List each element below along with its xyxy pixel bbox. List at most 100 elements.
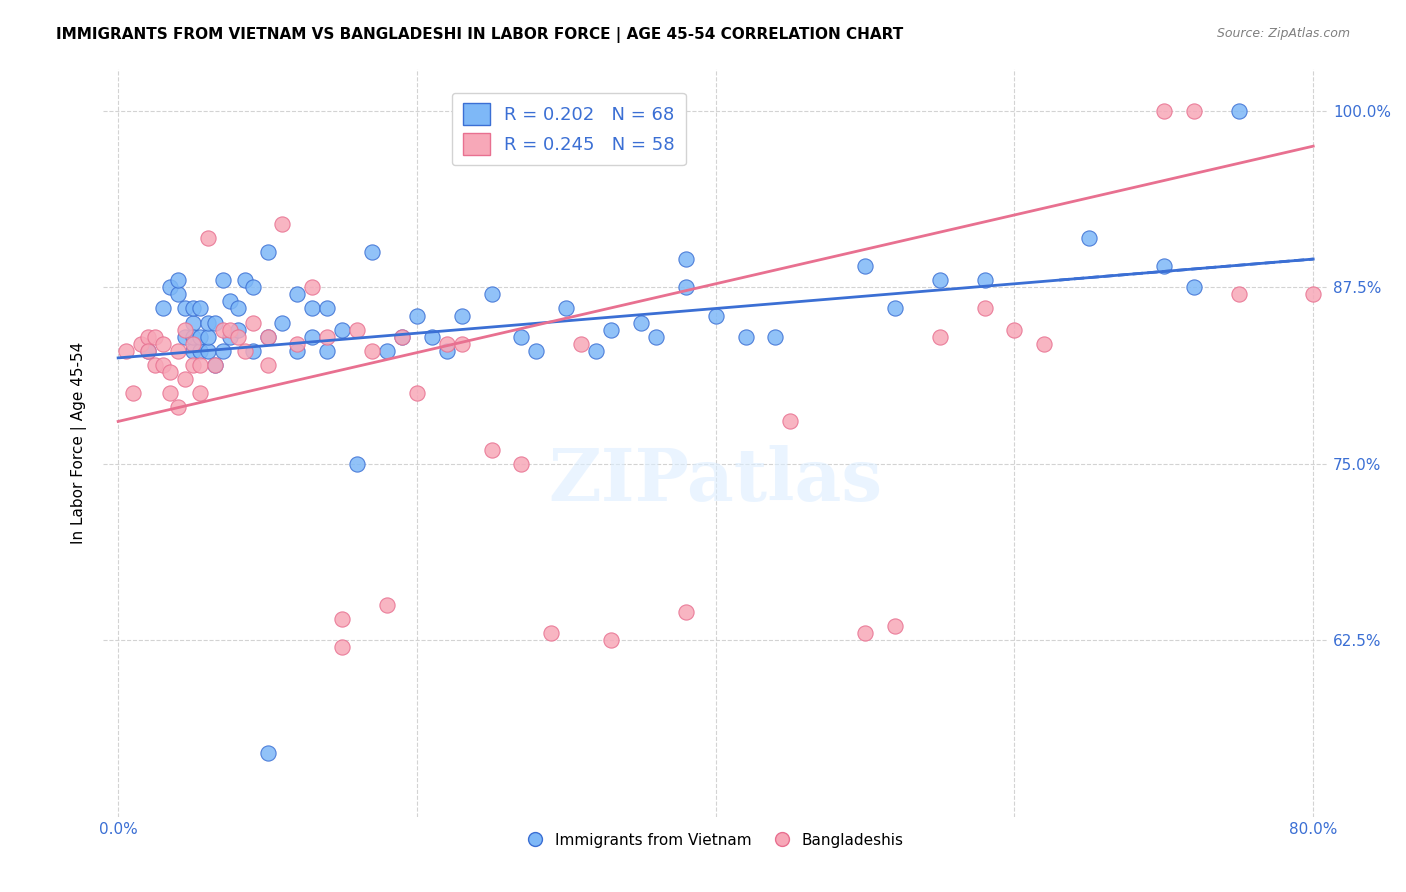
Point (1182, 103, 1205, 118)
Point (181, 301, 204, 316)
Point (167, 401, 190, 415)
Point (569, 336, 592, 351)
Point (242, 316, 264, 330)
Point (197, 316, 219, 330)
Point (1182, 280, 1205, 294)
Point (585, 343, 607, 358)
Point (928, 329, 950, 343)
Point (219, 329, 242, 343)
Point (375, 343, 398, 358)
Point (481, 287, 503, 301)
Point (211, 273, 233, 287)
Point (1227, 287, 1250, 301)
Point (675, 280, 697, 294)
Point (526, 343, 548, 358)
Point (406, 386, 429, 401)
Point (1004, 323, 1026, 337)
Point (765, 329, 787, 343)
Point (122, 386, 145, 401)
Point (129, 336, 152, 351)
Point (1227, 103, 1250, 118)
Point (174, 301, 197, 316)
Point (853, 626, 876, 640)
Point (188, 301, 211, 316)
Point (114, 343, 136, 358)
Point (174, 323, 197, 337)
Point (136, 329, 159, 343)
Point (219, 323, 242, 337)
Point (555, 301, 578, 316)
Point (450, 336, 472, 351)
Point (181, 336, 204, 351)
Point (316, 343, 339, 358)
Point (450, 309, 472, 323)
Text: ZIPatlas: ZIPatlas (548, 444, 883, 516)
Point (152, 336, 174, 351)
Point (188, 329, 211, 343)
Point (233, 343, 256, 358)
Point (256, 329, 278, 343)
Point (346, 457, 368, 471)
Point (233, 273, 256, 287)
Point (600, 323, 623, 337)
Point (159, 386, 181, 401)
Point (1078, 231, 1101, 245)
Legend: Immigrants from Vietnam, Bangladeshis: Immigrants from Vietnam, Bangladeshis (522, 827, 910, 854)
Point (256, 245, 278, 260)
Point (1033, 336, 1056, 351)
Point (242, 280, 264, 294)
Point (361, 343, 384, 358)
Point (391, 329, 413, 343)
Point (301, 280, 323, 294)
Point (704, 309, 727, 323)
Point (884, 619, 907, 633)
Point (436, 343, 458, 358)
Point (510, 457, 533, 471)
Point (159, 365, 181, 379)
Point (204, 358, 226, 372)
Point (197, 329, 219, 343)
Point (197, 231, 219, 245)
Point (675, 605, 697, 619)
Point (510, 329, 533, 343)
Point (853, 259, 876, 273)
Point (301, 301, 323, 316)
Point (973, 301, 995, 316)
Point (181, 316, 204, 330)
Point (152, 358, 174, 372)
Point (884, 301, 907, 316)
Point (675, 252, 697, 266)
Point (181, 343, 204, 358)
Y-axis label: In Labor Force | Age 45-54: In Labor Force | Age 45-54 (72, 342, 87, 544)
Point (287, 287, 309, 301)
Point (391, 329, 413, 343)
Point (1153, 259, 1175, 273)
Point (928, 273, 950, 287)
Point (330, 612, 353, 626)
Point (540, 626, 562, 640)
Point (226, 329, 249, 343)
Point (145, 358, 167, 372)
Point (361, 245, 384, 260)
Point (630, 316, 652, 330)
Point (779, 414, 801, 428)
Point (204, 358, 226, 372)
Point (420, 329, 443, 343)
Point (181, 358, 204, 372)
Point (436, 336, 458, 351)
Point (226, 301, 249, 316)
Point (181, 329, 204, 343)
Point (256, 329, 278, 343)
Point (271, 217, 294, 231)
Point (375, 598, 398, 612)
Point (600, 633, 623, 648)
Point (301, 329, 323, 343)
Point (330, 640, 353, 655)
Point (330, 323, 353, 337)
Point (152, 301, 174, 316)
Point (1302, 287, 1324, 301)
Point (256, 358, 278, 372)
Point (167, 273, 190, 287)
Point (188, 358, 211, 372)
Point (167, 343, 190, 358)
